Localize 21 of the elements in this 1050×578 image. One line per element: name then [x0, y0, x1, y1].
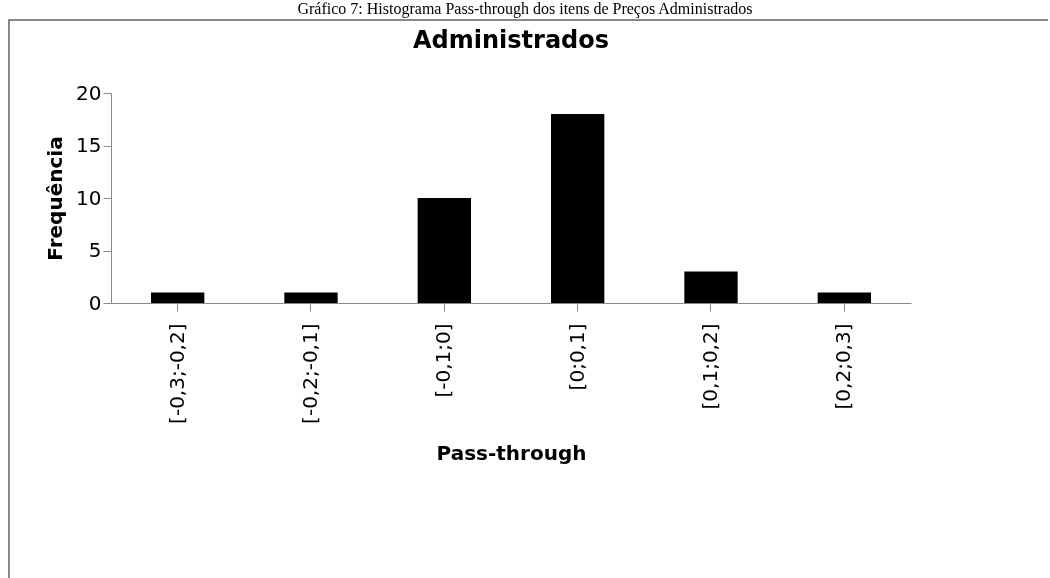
- x-tick-label: [0,2;0,3]: [831, 323, 856, 410]
- y-tick-label: 20: [76, 80, 102, 105]
- y-tick-label: 15: [76, 133, 102, 157]
- y-tick-label: 5: [88, 238, 102, 262]
- text: Gráfico 7: Histograma Pass-through dos itens de Preços Administrados: [296, 0, 754, 18]
- x-tick-label: [-0,2;-0,1]: [298, 323, 322, 424]
- y-tick-label: 0: [88, 290, 102, 315]
- bar: [284, 292, 338, 303]
- y-tick-label: 10: [76, 185, 102, 210]
- bar: [417, 198, 471, 303]
- x-tick-label: [0;0,1]: [564, 323, 589, 391]
- x-axis-title: Pass-through: [436, 440, 587, 465]
- bar: [684, 271, 738, 303]
- y-axis-title: Frequência: [43, 136, 68, 261]
- x-tick-label: [-0,3;-0,2]: [164, 323, 189, 424]
- x-tick-label: [-0,1;0]: [431, 323, 456, 398]
- chart-title: Administrados: [412, 26, 610, 54]
- bar: [817, 292, 871, 303]
- bar: [551, 114, 605, 303]
- x-tick-label: [0,1;0,2]: [698, 323, 722, 410]
- bar: [151, 292, 205, 303]
